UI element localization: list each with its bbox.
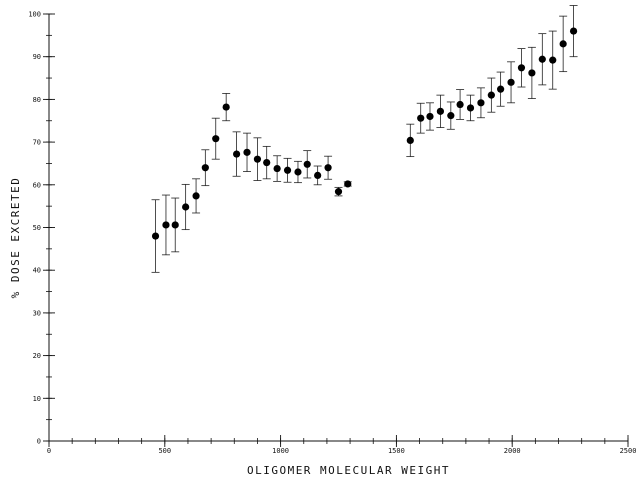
data-point-group: [425, 102, 434, 131]
data-point: [538, 55, 546, 63]
x-tick-label: 1000: [272, 447, 289, 455]
data-point: [324, 164, 332, 172]
data-point: [253, 155, 262, 163]
data-point-group: [222, 93, 231, 122]
y-tick-label: 0: [37, 438, 41, 446]
data-point: [447, 112, 455, 120]
data-point: [201, 164, 209, 172]
x-tick-label: 500: [158, 447, 171, 455]
data-point: [528, 69, 536, 77]
data-point-group: [456, 89, 465, 120]
x-tick-label: 0: [47, 447, 51, 455]
data-point-group: [283, 157, 292, 183]
data-point: [182, 203, 190, 211]
data-point-group: [253, 137, 262, 181]
data-point-group: [406, 123, 415, 158]
data-point: [263, 158, 271, 167]
data-point-group: [496, 71, 505, 107]
data-point-group: [476, 87, 485, 119]
data-point: [436, 107, 445, 115]
y-tick-label: 20: [33, 352, 41, 360]
data-point: [334, 188, 343, 196]
data-point-group: [313, 165, 322, 186]
y-tick-label: 10: [33, 395, 41, 403]
data-point: [344, 180, 352, 188]
data-point: [456, 100, 464, 109]
y-tick-label: 50: [33, 224, 41, 232]
data-point-group: [334, 186, 343, 197]
data-point: [243, 148, 251, 156]
data-point: [569, 27, 578, 35]
x-tick-label: 2000: [504, 447, 521, 455]
data-point-group: [151, 199, 160, 273]
data-point: [517, 64, 526, 72]
data-point: [507, 78, 515, 86]
data-point-group: [232, 131, 241, 177]
data-point-group: [273, 155, 282, 182]
data-point-group: [171, 197, 180, 253]
data-point: [487, 91, 495, 99]
data-point: [162, 221, 170, 229]
y-tick-label: 40: [33, 267, 41, 275]
data-marks: [151, 5, 578, 273]
data-point-group: [324, 155, 333, 180]
data-point: [549, 56, 557, 64]
data-point: [303, 160, 311, 168]
data-point: [406, 136, 414, 144]
data-point-group: [243, 132, 252, 172]
data-point: [559, 40, 567, 48]
x-tick-label: 1500: [388, 447, 405, 455]
data-point: [273, 164, 281, 173]
data-point-group: [559, 15, 568, 73]
data-point-group: [303, 150, 312, 179]
data-point-group: [569, 5, 578, 58]
data-point: [466, 104, 475, 112]
data-point: [151, 232, 160, 240]
data-point-group: [446, 101, 455, 130]
data-point-group: [538, 33, 547, 86]
data-point-group: [161, 194, 170, 256]
data-point-group: [293, 160, 302, 184]
y-tick-label: 70: [33, 139, 41, 147]
data-point-group: [201, 149, 210, 187]
y-tick-label: 100: [28, 11, 41, 19]
y-tick-label: 90: [33, 53, 41, 61]
data-point-group: [487, 77, 496, 113]
data-point: [417, 114, 425, 122]
data-point-group: [343, 180, 352, 188]
data-point: [212, 135, 220, 143]
y-tick-label: 80: [33, 96, 41, 104]
data-point-group: [466, 94, 475, 122]
data-point-group: [181, 183, 190, 231]
data-point-group: [548, 30, 557, 90]
data-point-group: [517, 48, 526, 88]
axes: [48, 14, 628, 442]
data-point: [232, 150, 241, 158]
data-point: [497, 85, 505, 93]
data-point-group: [192, 178, 201, 214]
data-point-group: [527, 46, 536, 99]
data-point: [283, 166, 292, 174]
data-point: [314, 171, 322, 180]
x-tick-label: 2500: [620, 447, 636, 455]
x-axis-title: OLIGOMER MOLECULAR WEIGHT: [247, 464, 450, 477]
y-tick-label: 30: [33, 309, 41, 317]
data-point-group: [416, 102, 425, 134]
data-point: [171, 221, 179, 229]
data-point-group: [211, 117, 220, 160]
data-point: [477, 99, 485, 107]
data-point: [192, 192, 200, 200]
y-tick-label: 60: [33, 181, 41, 189]
data-point-group: [507, 61, 516, 104]
data-point: [222, 103, 230, 111]
data-point-group: [262, 145, 271, 180]
data-point-group: [436, 94, 445, 128]
y-axis-title: % DOSE EXCRETED: [9, 177, 22, 299]
data-point: [294, 168, 302, 176]
data-point: [426, 112, 434, 121]
